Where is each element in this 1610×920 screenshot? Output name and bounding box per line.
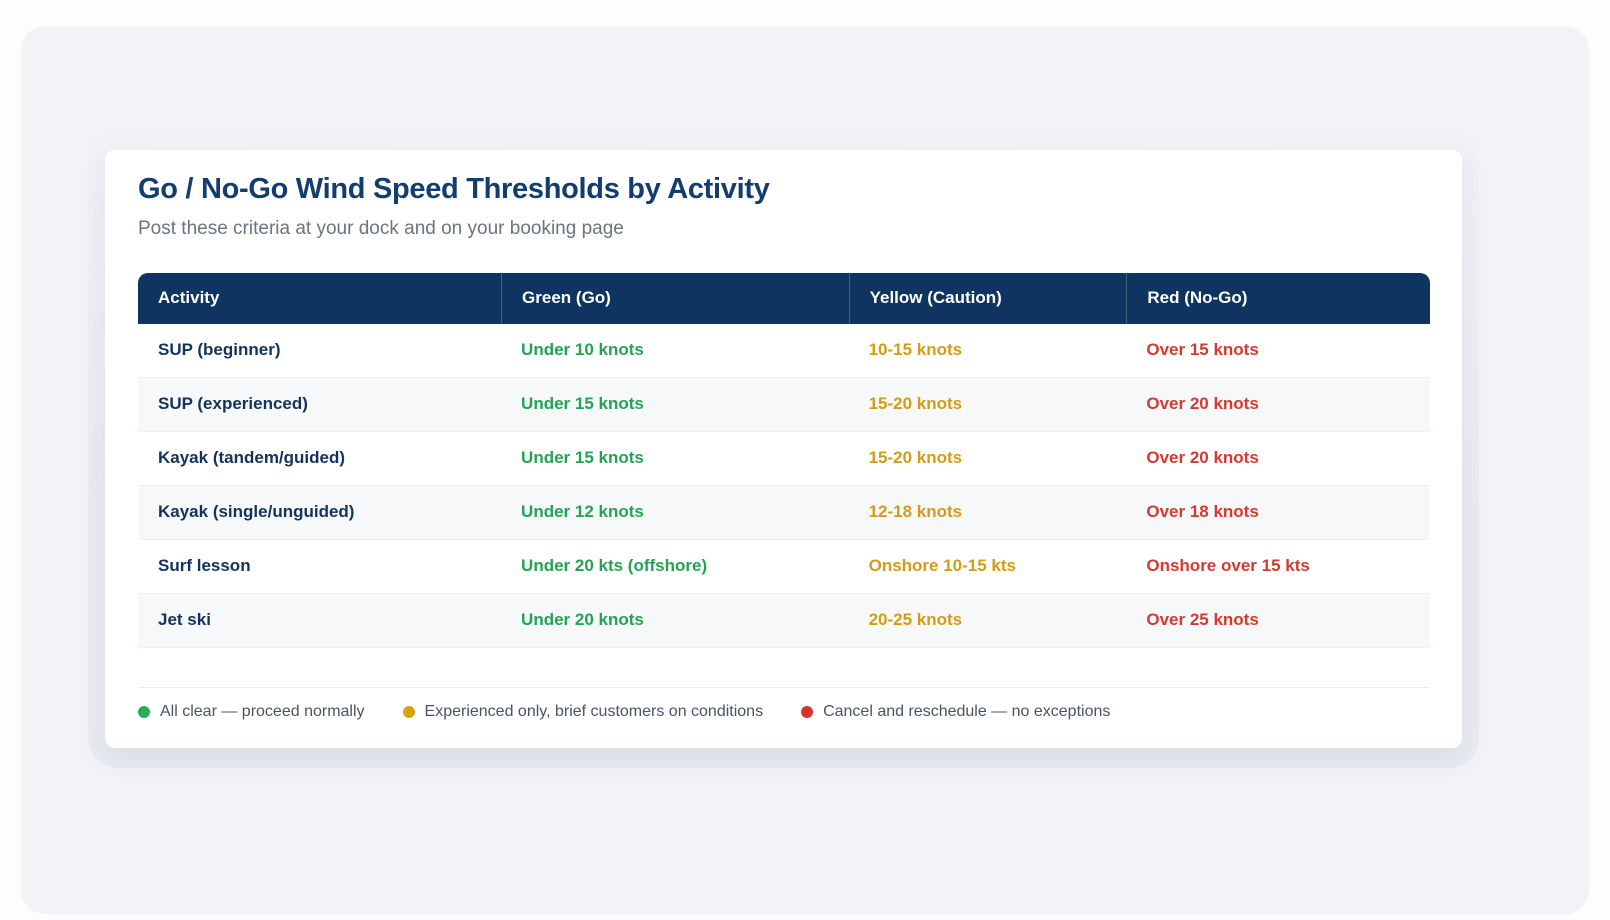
table-row: Surf lesson Under 20 kts (offshore) Onshor… xyxy=(138,539,1430,594)
cell-red: Over 20 knots xyxy=(1146,394,1259,414)
cell-activity: Surf lesson xyxy=(158,556,251,576)
legend-item-go: All clear — proceed normally xyxy=(138,703,365,721)
legend-label-go: All clear — proceed normally xyxy=(160,702,365,720)
column-header-activity: Activity xyxy=(158,288,220,308)
cell-red: Over 18 knots xyxy=(1146,502,1259,522)
green-dot-icon xyxy=(138,705,150,718)
thresholds-table: Activity Green (Go) Yellow (Caution) Red… xyxy=(138,272,1430,648)
cell-yellow: 20-25 knots xyxy=(868,610,963,630)
cell-red: Over 20 knots xyxy=(1146,448,1259,468)
table-row: SUP (experienced) Under 15 knots 15-20 kno… xyxy=(138,377,1430,432)
table-footer-divider xyxy=(138,648,1430,688)
cell-green: Under 20 knots xyxy=(521,610,644,630)
table-row: SUP (beginner) Under 10 knots 10-15 knots O… xyxy=(138,323,1430,378)
cell-yellow: 15-20 knots xyxy=(868,394,963,414)
cell-green: Under 12 knots xyxy=(521,502,644,522)
legend-label-nogo: Cancel and reschedule — no exceptions xyxy=(823,702,1111,720)
cell-yellow: 10-15 knots xyxy=(868,340,963,360)
cell-activity: SUP (experienced) xyxy=(158,394,308,414)
legend: All clear — proceed normally Experienced… xyxy=(138,703,1430,721)
red-dot-icon xyxy=(801,705,814,718)
cell-yellow: Onshore 10-15 kts xyxy=(868,556,1016,576)
cell-green: Under 15 knots xyxy=(521,394,644,414)
column-header-red: Red (No-Go) xyxy=(1126,272,1430,324)
legend-item-caution: Experienced only, brief customers on con… xyxy=(402,702,764,721)
cell-activity: Jet ski xyxy=(158,610,211,630)
cell-activity: SUP (beginner) xyxy=(158,340,281,360)
cell-activity: Kayak (single/unguided) xyxy=(158,502,355,522)
page-subtitle: Post these criteria at your dock and on … xyxy=(138,217,624,239)
cell-green: Under 10 knots xyxy=(521,340,644,360)
table-row: Kayak (single/unguided) Under 12 knots 12-… xyxy=(138,485,1430,540)
cell-green: Under 15 knots xyxy=(521,448,644,468)
column-header-yellow: Yellow (Caution) xyxy=(848,272,1127,324)
cell-yellow: 12-18 knots xyxy=(868,502,963,522)
cell-green: Under 20 kts (offshore) xyxy=(521,556,708,576)
thresholds-card: Go / No-Go Wind Speed Thresholds by Acti… xyxy=(105,150,1462,748)
table-body: SUP (beginner) Under 10 knots 10-15 knots O… xyxy=(138,323,1430,648)
legend-item-nogo: Cancel and reschedule — no exceptions xyxy=(801,703,1110,721)
cell-red: Onshore over 15 kts xyxy=(1146,556,1310,576)
table-row: Jet ski Under 20 knots 20-25 knots Over 25 … xyxy=(138,593,1430,648)
cell-red: Over 25 knots xyxy=(1146,610,1259,630)
page-title: Go / No-Go Wind Speed Thresholds by Acti… xyxy=(138,173,770,205)
cell-red: Over 15 knots xyxy=(1146,340,1259,360)
table-header-row: Activity Green (Go) Yellow (Caution) Red… xyxy=(138,272,1430,324)
legend-label-caution: Experienced only, brief customers on con… xyxy=(424,702,764,720)
column-header-green: Green (Go) xyxy=(501,272,849,324)
table-row: Kayak (tandem/guided) Under 15 knots 15-20… xyxy=(138,431,1430,486)
cell-activity: Kayak (tandem/guided) xyxy=(158,448,346,468)
cell-yellow: 15-20 knots xyxy=(868,448,963,468)
yellow-dot-icon xyxy=(402,705,415,718)
